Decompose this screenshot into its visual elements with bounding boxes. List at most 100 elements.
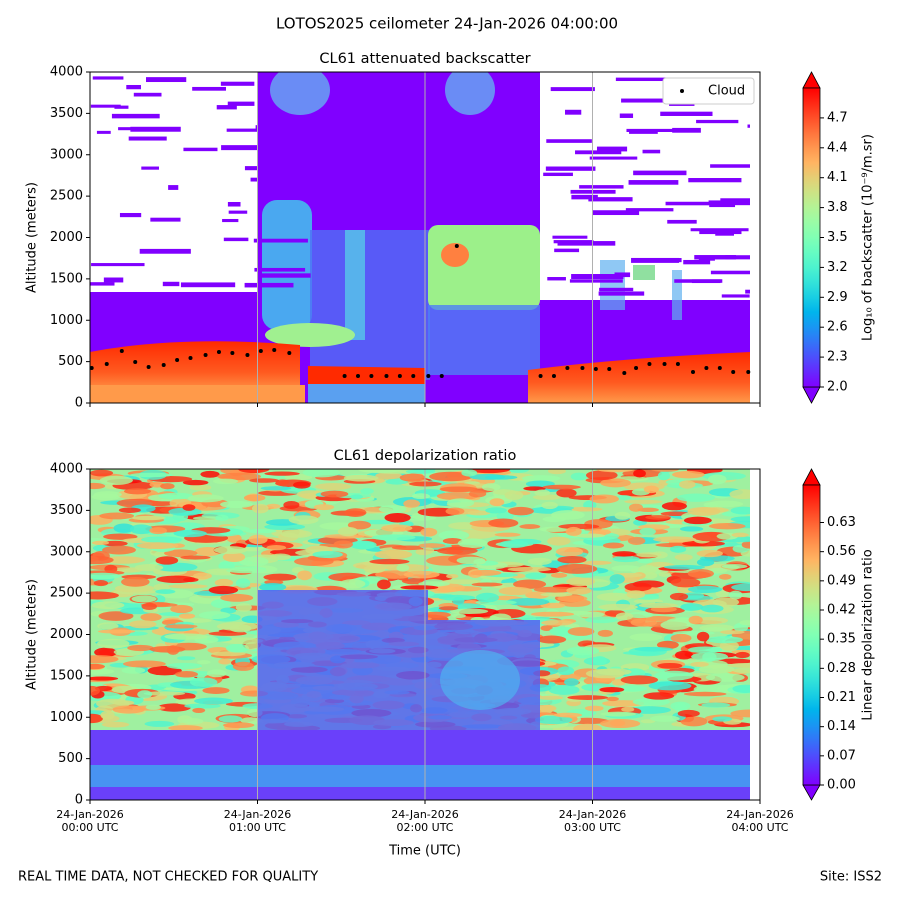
x-tick-label: 24-Jan-2026 01:00 UTC [223, 808, 292, 834]
cloud-point [691, 369, 695, 374]
colorbar-tick-label: 0.42 [827, 603, 856, 618]
colorbar-tick-label: 2.9 [827, 290, 848, 305]
colorbar-extend [802, 71, 821, 89]
cloud-point [258, 349, 263, 354]
cloud-point [356, 374, 360, 379]
colorbar-label: Linear depolarization ratio [861, 549, 876, 720]
cloud-point [188, 355, 193, 360]
legend-marker [680, 89, 684, 93]
x-tick-label: 24-Jan-2026 02:00 UTC [391, 808, 459, 834]
y-tick-label: 3500 [50, 106, 83, 121]
colorbar-tick-label: 3.2 [827, 260, 848, 275]
y-tick-label: 2000 [50, 230, 83, 245]
legend-box [662, 77, 755, 105]
colorbar-tick-label: 0.21 [827, 690, 856, 705]
cloud-point [717, 365, 722, 370]
colorbar-extend [802, 784, 821, 801]
cloud-point [538, 374, 543, 379]
cloud-point [551, 374, 556, 379]
panel-title: CL61 attenuated backscatter [319, 51, 530, 67]
cloud-point [454, 244, 459, 249]
colorbar-tick-label: 0.63 [827, 515, 856, 530]
colorbar-tick-label: 2.3 [827, 350, 848, 365]
cloud-point [146, 365, 151, 370]
cloud-point [439, 374, 444, 379]
y-tick-label: 1500 [50, 668, 83, 683]
cloud-point [369, 374, 374, 379]
cloud-point [203, 353, 208, 358]
cloud-point [704, 365, 709, 370]
cloud-point [119, 349, 124, 354]
cloud-point [272, 348, 277, 353]
colorbar-tick-label: 0.56 [827, 544, 856, 559]
figure-title: LOTOS2025 ceilometer 24-Jan-2026 04:00:0… [276, 15, 618, 33]
y-tick-label: 3500 [50, 503, 83, 518]
y-axis-label: Altitude (meters) [25, 579, 40, 690]
cloud-point [245, 353, 250, 358]
cloud-point [397, 374, 402, 379]
legend-label: Cloud [708, 84, 745, 99]
colorbar-extend [802, 386, 821, 404]
panel-title: CL61 depolarization ratio [334, 448, 517, 464]
cloud-point [287, 351, 292, 356]
x-tick-label: 24-Jan-2026 00:00 UTC [56, 808, 124, 834]
y-tick-label: 0 [75, 396, 83, 411]
colorbar-tick-label: 2.0 [827, 380, 848, 395]
y-tick-label: 3000 [50, 544, 83, 559]
cloud-point [634, 365, 639, 370]
cloud-point [161, 363, 166, 368]
plot-frame [89, 71, 761, 404]
cloud-point [662, 362, 667, 367]
plot-frame [89, 468, 761, 801]
colorbar-tick-label: 3.5 [827, 230, 848, 245]
cloud-point [593, 366, 598, 371]
colorbar-tick-label: 0.28 [827, 661, 856, 676]
colorbar-tick-label: 4.7 [827, 110, 848, 125]
y-tick-label: 1500 [50, 271, 83, 286]
cloud-point [133, 360, 138, 365]
colorbar-tick-label: 3.8 [827, 200, 848, 215]
colorbar-label: Log₁₀ of backscatter (10⁻⁹/m.sr) [861, 134, 876, 341]
colorbar-tick-label: 0.07 [827, 748, 856, 763]
colorbar-tick-label: 0.35 [827, 632, 856, 647]
y-tick-label: 500 [58, 354, 83, 369]
y-tick-label: 2500 [50, 189, 83, 204]
cloud-point [675, 362, 680, 367]
colorbar-extend [802, 468, 821, 486]
cloud-point [230, 351, 235, 356]
y-tick-label: 1000 [50, 313, 83, 328]
y-tick-label: 500 [58, 751, 83, 766]
y-axis-label: Altitude (meters) [25, 182, 40, 293]
x-tick-label: 24-Jan-2026 03:00 UTC [558, 808, 627, 834]
y-tick-label: 1000 [50, 710, 83, 725]
colorbar-tick-label: 0.00 [827, 778, 856, 793]
colorbar [802, 484, 821, 786]
colorbar-tick-label: 0.49 [827, 573, 856, 588]
colorbar-tick-label: 4.4 [827, 140, 848, 155]
y-tick-label: 0 [75, 793, 83, 808]
cloud-point [411, 374, 416, 379]
cloud-point [647, 362, 652, 367]
cloud-point [89, 365, 94, 370]
cloud-point [104, 362, 109, 367]
colorbar-tick-label: 0.14 [827, 719, 856, 734]
cloud-point [216, 350, 221, 355]
colorbar-tick-label: 2.6 [827, 320, 848, 335]
cloud-point [746, 369, 751, 374]
backscatter-field [90, 72, 760, 403]
colorbar [802, 87, 821, 388]
cloud-point [342, 374, 347, 379]
x-axis-label: Time (UTC) [388, 844, 461, 859]
cloud-point [426, 374, 431, 379]
cloud-point [384, 374, 389, 379]
cloud-point [731, 369, 736, 374]
cloud-point [580, 365, 585, 370]
depolarization-field [90, 469, 760, 800]
cloud-point [607, 366, 612, 371]
y-tick-label: 2500 [50, 586, 83, 601]
cloud-point [175, 357, 180, 362]
y-tick-label: 4000 [50, 462, 83, 477]
x-tick-label: 24-Jan-2026 04:00 UTC [726, 808, 794, 834]
